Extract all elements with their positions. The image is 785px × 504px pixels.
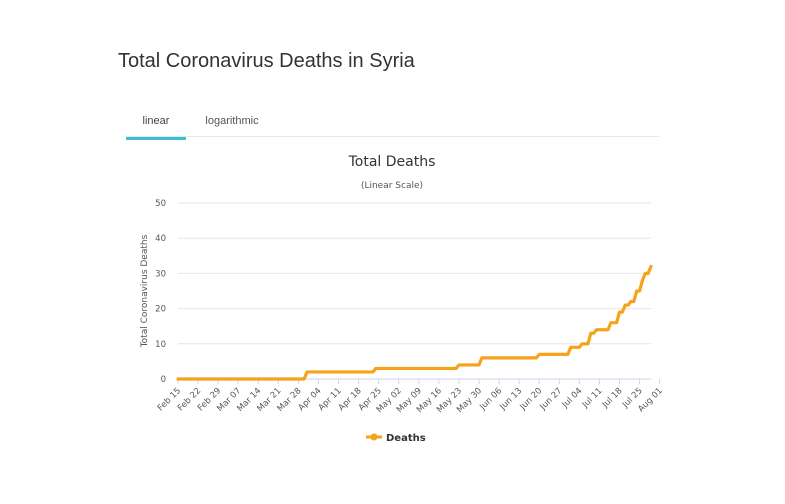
scale-tabs: linear logarithmic bbox=[126, 106, 659, 140]
x-tick-label: Jul 04 bbox=[560, 386, 585, 411]
chart-title: Total Deaths bbox=[348, 154, 436, 170]
tab-linear[interactable]: linear bbox=[126, 106, 186, 140]
x-tick-label: Jun 20 bbox=[518, 386, 545, 413]
chart-subtitle: (Linear Scale) bbox=[361, 181, 423, 191]
y-tick-label: 0 bbox=[161, 375, 166, 385]
legend[interactable]: Deaths bbox=[366, 433, 426, 444]
series-line-deaths[interactable] bbox=[176, 264, 653, 381]
y-tick-label: 40 bbox=[155, 234, 166, 244]
x-tick-label: Jul 18 bbox=[600, 386, 625, 411]
x-tick-label: Jul 11 bbox=[580, 386, 605, 411]
page-title: Total Coronavirus Deaths in Syria bbox=[118, 50, 415, 72]
y-axis-title: Total Coronavirus Deaths bbox=[140, 234, 150, 348]
y-tick-label: 10 bbox=[155, 340, 166, 350]
x-tick-label: Jun 27 bbox=[538, 386, 565, 413]
x-tick-label: Jun 06 bbox=[477, 386, 504, 413]
legend-marker-icon bbox=[370, 433, 378, 441]
y-tick-label: 20 bbox=[155, 305, 166, 315]
y-tick-label: 50 bbox=[155, 199, 166, 209]
legend-label-deaths: Deaths bbox=[386, 433, 426, 444]
tab-logarithmic[interactable]: logarithmic bbox=[205, 115, 259, 127]
y-tick-label: 30 bbox=[155, 269, 166, 279]
x-tick-label: Jun 13 bbox=[498, 386, 525, 413]
